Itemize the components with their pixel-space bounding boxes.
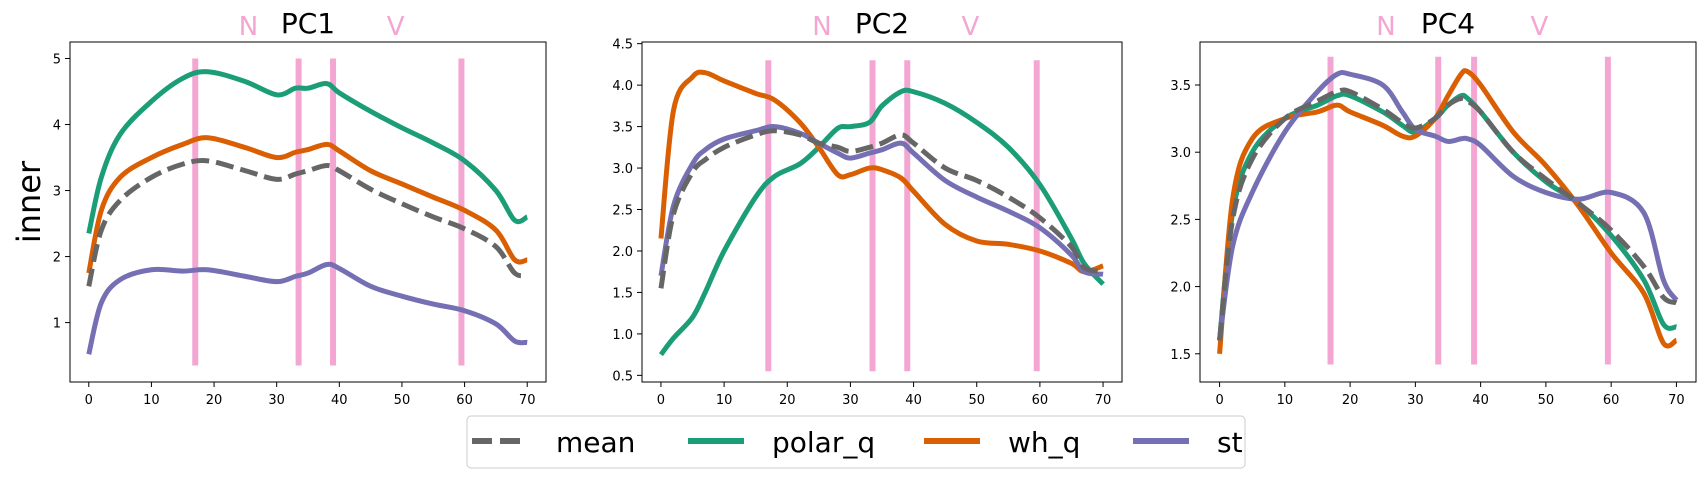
x-tick-label: 60 — [1032, 393, 1049, 408]
x-tick-label: 10 — [1277, 393, 1294, 408]
legend-frame — [466, 415, 1246, 469]
y-tick-label: 1 — [53, 317, 61, 332]
y-tick-label: 5 — [53, 53, 61, 68]
x-tick-label: 0 — [657, 393, 665, 408]
y-tick-label: 4.5 — [612, 38, 633, 53]
y-tick-label: 3 — [53, 185, 61, 200]
marker-label-v: V — [1530, 12, 1548, 42]
series-line-wh_q — [658, 69, 1104, 275]
y-tick-label: 1.5 — [1170, 348, 1191, 363]
subplot-pc4: 0 10 20 30 40 50 60 70 1.5 2.0 2.5 3.0 3.5 PC4 N V — [1170, 7, 1697, 408]
series-group — [86, 69, 529, 355]
legend-label-mean: mean — [556, 426, 635, 459]
subplot-pc1: 0 10 20 30 40 50 60 70 1 2 3 4 5 PC1 N V — [53, 7, 547, 408]
y-tick-label: 2.5 — [1170, 213, 1191, 228]
subplot-title: PC4 — [1421, 7, 1475, 40]
series-line-st — [86, 261, 528, 355]
series-line-polar_q — [86, 69, 529, 235]
x-tick-label: 60 — [456, 393, 473, 408]
figure-ylabel: inner — [10, 160, 48, 243]
marker-label-v: V — [962, 12, 980, 42]
y-tick-label: 0.5 — [612, 369, 633, 384]
series-line-st — [658, 124, 1104, 277]
x-tick-label: 50 — [1538, 393, 1555, 408]
series-line-mean — [1217, 87, 1678, 341]
x-tick-label: 70 — [1668, 393, 1685, 408]
x-tick-label: 30 — [1407, 393, 1424, 408]
y-tick-label: 4.0 — [612, 79, 633, 94]
x-tick-label: 40 — [905, 393, 922, 408]
series-line-mean — [86, 157, 528, 287]
legend-label-wh_q: wh_q — [1008, 426, 1080, 459]
y-tick-label: 2.0 — [1170, 281, 1191, 296]
y-tick-label: 3.5 — [1170, 79, 1191, 94]
x-tick-label: 30 — [842, 393, 859, 408]
x-tick-label: 70 — [1095, 393, 1112, 408]
marker-label-n: N — [812, 12, 831, 42]
y-tick-label: 3.0 — [1170, 146, 1191, 161]
series-line-st — [1217, 69, 1679, 341]
legend-label-polar_q: polar_q — [772, 426, 875, 459]
y-tick-label: 3.5 — [612, 121, 633, 136]
x-tick-label: 50 — [968, 393, 985, 408]
legend: mean polar_q wh_q st — [466, 415, 1246, 469]
series-group — [1217, 68, 1679, 354]
marker-label-n: N — [239, 12, 258, 42]
series-line-polar_q — [658, 87, 1105, 357]
axes-frame — [641, 41, 1123, 383]
y-tick-label: 2.0 — [612, 245, 633, 260]
marker-label-n: N — [1376, 12, 1395, 42]
x-tick-label: 20 — [206, 393, 223, 408]
subplot-title: PC1 — [281, 7, 335, 40]
x-tick-label: 70 — [519, 393, 536, 408]
x-tick-label: 20 — [779, 393, 796, 408]
subplot-pc2: 0 10 20 30 40 50 60 70 0.5 1.0 1.5 2.0 2.5 3.0 3.5 4.0 4… — [612, 7, 1123, 408]
y-tick-label: 1.0 — [612, 328, 633, 343]
x-tick-label: 20 — [1342, 393, 1359, 408]
x-tick-label: 60 — [1603, 393, 1620, 408]
series-group — [658, 69, 1105, 357]
x-tick-label: 40 — [331, 393, 348, 408]
marker-label-v: V — [387, 12, 405, 42]
x-tick-label: 40 — [1472, 393, 1489, 408]
x-tick-label: 0 — [1215, 393, 1223, 408]
y-tick-label: 2 — [53, 251, 61, 266]
x-tick-label: 50 — [394, 393, 411, 408]
x-tick-label: 30 — [268, 393, 285, 408]
legend-label-st: st — [1217, 426, 1243, 459]
x-tick-label: 10 — [143, 393, 160, 408]
y-tick-label: 2.5 — [612, 204, 633, 219]
axes-frame — [1199, 41, 1697, 383]
x-tick-label: 10 — [716, 393, 733, 408]
subplot-title: PC2 — [855, 7, 909, 40]
y-tick-label: 1.5 — [612, 286, 633, 301]
series-line-mean — [658, 128, 1104, 289]
subplots: 0 10 20 30 40 50 60 70 1 2 3 4 5 PC1 N V 0 10 20 30 40 50 60 70… — [53, 7, 1697, 408]
series-line-wh_q — [86, 135, 528, 274]
axes-frame — [69, 41, 547, 383]
y-tick-label: 4 — [53, 119, 61, 134]
y-tick-label: 3.0 — [612, 162, 633, 177]
x-tick-label: 0 — [85, 393, 93, 408]
